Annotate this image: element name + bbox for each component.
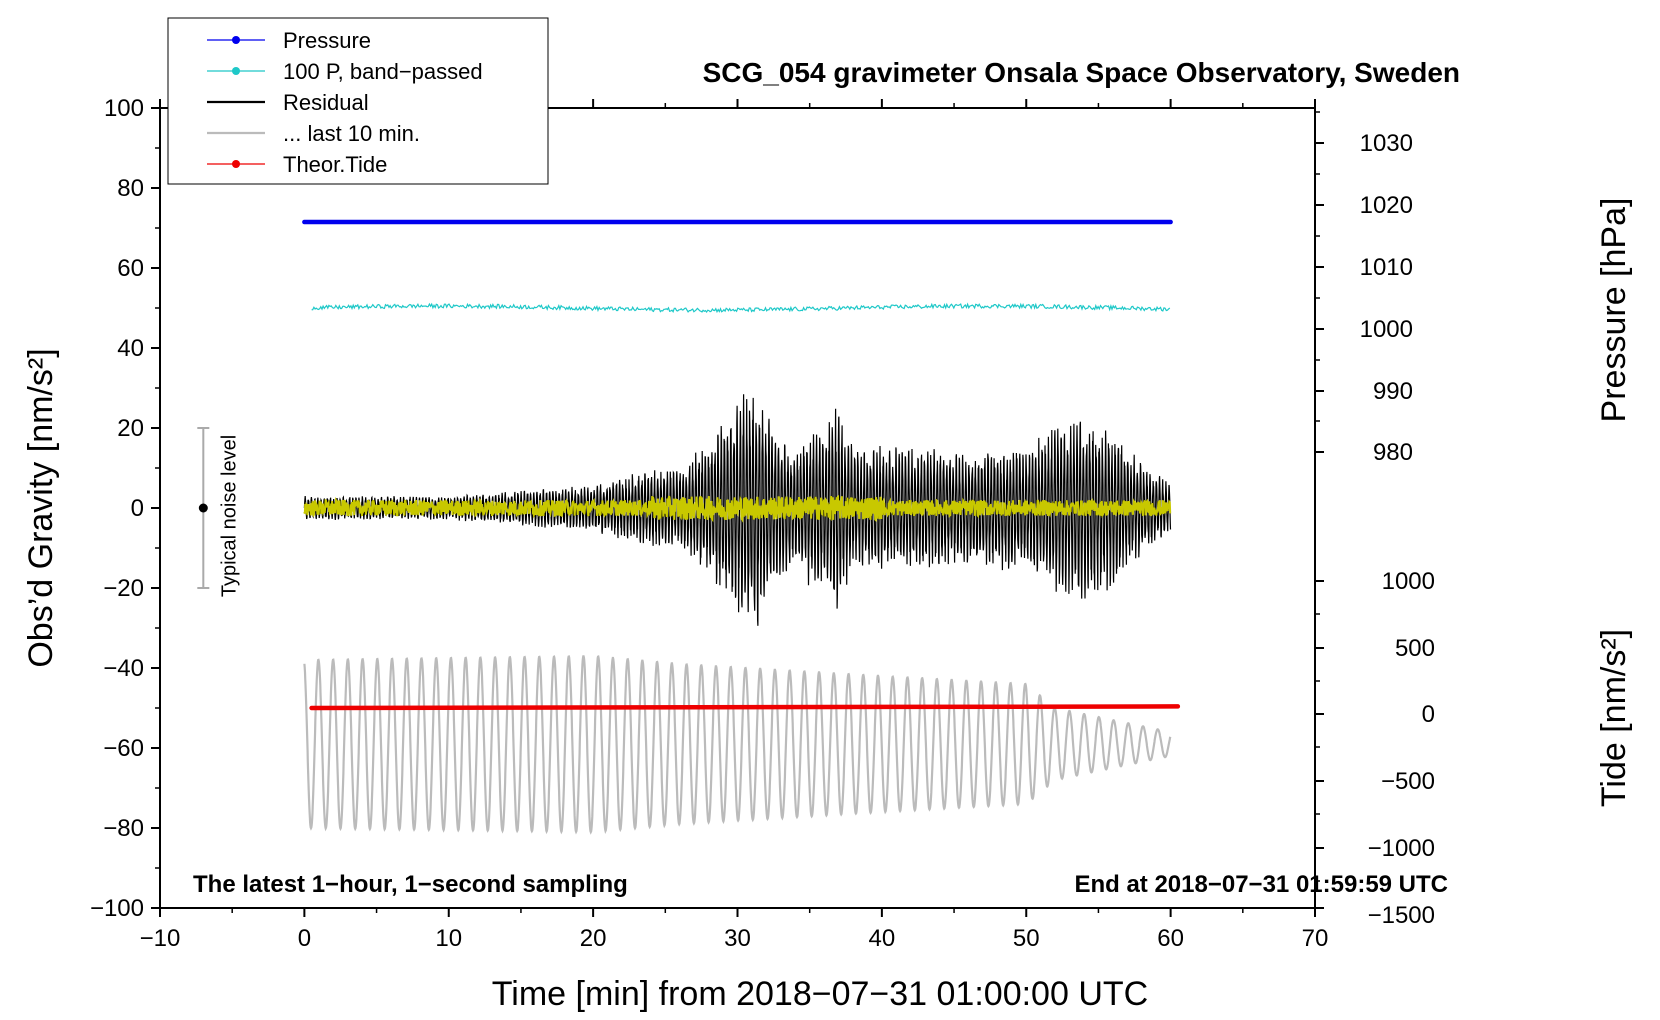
y-tick-label: 80 (117, 175, 144, 202)
y-tick-label: −20 (103, 575, 144, 602)
x-tick-label: 20 (580, 925, 607, 952)
x-axis-title: Time [min] from 2018−07−31 01:00:00 UTC (492, 975, 1148, 1013)
x-axis-ticks: −10 0 10 20 30 40 50 60 70 (140, 99, 1329, 952)
legend-marker (232, 36, 240, 44)
pressure-tick-label: 1030 (1360, 130, 1413, 157)
pressure-tick-label: 1000 (1360, 316, 1413, 343)
series-last-10-min (303, 655, 1172, 835)
x-tick-label: 10 (435, 925, 462, 952)
y-axis-title-pressure: Pressure [hPa] (1595, 198, 1633, 423)
y-tick-label: −40 (103, 655, 144, 682)
tide-tick-label: −1500 (1368, 902, 1435, 929)
x-tick-label: −10 (140, 925, 181, 952)
y-tick-label: 40 (117, 335, 144, 362)
legend-marker (232, 160, 240, 168)
x-tick-label: 30 (724, 925, 751, 952)
legend-marker (232, 67, 240, 75)
legend-label: Theor.Tide (283, 152, 387, 177)
pressure-tick-label: 1020 (1360, 192, 1413, 219)
pressure-tick-label: 990 (1373, 378, 1413, 405)
legend-label: Pressure (283, 28, 371, 53)
tide-tick-label: 1000 (1382, 568, 1435, 595)
annotation-left: The latest 1−hour, 1−second sampling (193, 871, 628, 898)
chart-title: SCG_054 gravimeter Onsala Space Observat… (703, 57, 1460, 88)
y-axis-title-left: Obs’d Gravity [nm/s²] (22, 348, 60, 667)
x-tick-label: 0 (298, 925, 311, 952)
legend: Pressure 100 P, band−passed Residual ... la… (167, 17, 549, 185)
y-axis-ticks: 100 80 60 40 20 0 −20 −40 −60 −80 −100 (90, 95, 160, 922)
pressure-tick-label: 1010 (1360, 254, 1413, 281)
legend-label: ... last 10 min. (283, 121, 420, 146)
noise-dot (198, 503, 208, 513)
y-tick-label: −100 (90, 895, 144, 922)
y-tick-label: 0 (131, 495, 144, 522)
noise-label: Typical noise level (218, 435, 240, 597)
tide-axis-ticks: 1000 500 0 −500 −1000 −1500 (1315, 568, 1435, 929)
tide-tick-label: −500 (1381, 768, 1435, 795)
legend-label: Residual (283, 90, 369, 115)
pressure-axis-ticks: 1030 1020 1010 1000 990 980 (1315, 111, 1413, 466)
series-theor-tide (309, 704, 1181, 711)
y-tick-label: 60 (117, 255, 144, 282)
y-tick-label: 20 (117, 415, 144, 442)
series-pressure-bandpassed (311, 302, 1171, 314)
noise-indicator: Typical noise level (197, 427, 240, 597)
y-tick-label: −80 (103, 815, 144, 842)
series-residual-filtered (303, 494, 1172, 523)
annotation-right: End at 2018−07−31 01:59:59 UTC (1074, 871, 1448, 898)
tide-tick-label: 0 (1422, 701, 1435, 728)
y-tick-label: −60 (103, 735, 144, 762)
legend-label: 100 P, band−passed (283, 59, 483, 84)
pressure-tick-label: 980 (1373, 439, 1413, 466)
x-tick-label: 70 (1302, 925, 1329, 952)
x-tick-label: 40 (869, 925, 896, 952)
x-tick-label: 50 (1013, 925, 1040, 952)
tide-tick-label: −1000 (1368, 835, 1435, 862)
y-tick-label: 100 (104, 95, 144, 122)
y-axis-title-tide: Tide [nm/s²] (1595, 629, 1633, 807)
series-layer (302, 219, 1181, 835)
tide-tick-label: 500 (1395, 635, 1435, 662)
x-tick-label: 60 (1157, 925, 1184, 952)
